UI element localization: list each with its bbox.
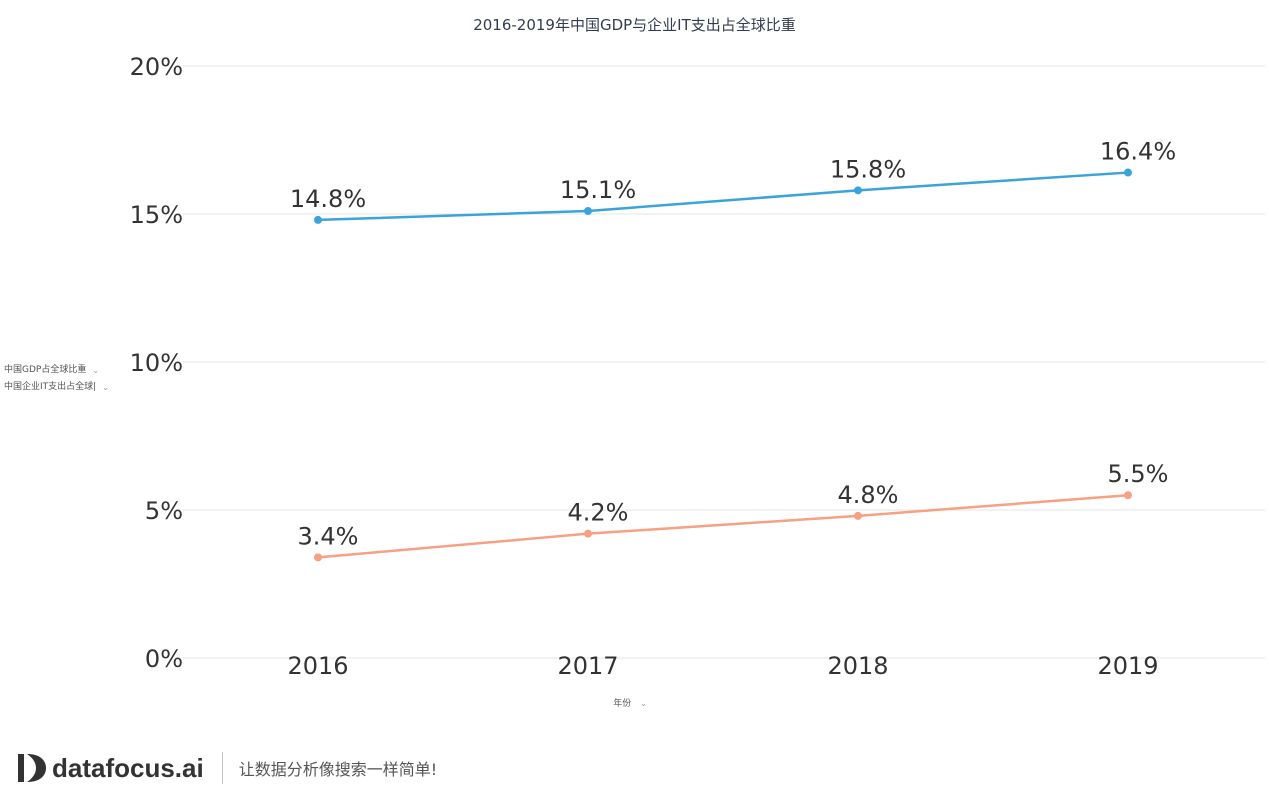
x-tick-label: 2016 <box>287 652 348 680</box>
data-point <box>314 215 322 224</box>
y-tick-label: 10% <box>130 349 183 377</box>
footer-divider <box>221 752 223 784</box>
data-point <box>854 186 862 195</box>
data-point <box>314 553 322 562</box>
chart-title: 2016-2019年中国GDP与企业IT支出占全球比重 <box>473 16 796 34</box>
data-point <box>584 529 592 538</box>
data-label: 16.4% <box>1100 138 1176 166</box>
legend-item-gdp[interactable]: 中国GDP占全球比重 ⌄ <box>4 362 109 379</box>
brand-name: datafocus.ai <box>52 752 204 783</box>
legend: 中国GDP占全球比重 ⌄ 中国企业IT支出占全球| ⌄ <box>4 362 109 396</box>
data-point <box>1124 491 1132 500</box>
data-label: 4.2% <box>568 499 629 527</box>
y-tick-label: 5% <box>145 497 183 525</box>
data-label: 14.8% <box>290 185 366 213</box>
legend-label-it: 中国企业IT支出占全球| <box>4 382 97 392</box>
series-line-2 <box>317 493 1129 559</box>
x-axis-title[interactable]: 年份 ⌄ <box>600 696 660 709</box>
y-tick-label: 0% <box>145 645 183 673</box>
x-tick-label: 2017 <box>557 652 618 680</box>
datafocus-logo-icon <box>18 754 46 782</box>
slogan: 让数据分析像搜索一样简单! <box>238 760 438 779</box>
data-point <box>584 207 592 216</box>
data-label: 4.8% <box>838 481 899 509</box>
chevron-down-icon[interactable]: ⌄ <box>640 699 647 708</box>
x-tick-label: 2019 <box>1097 652 1158 680</box>
y-tick-label: 15% <box>130 201 183 229</box>
legend-label-gdp: 中国GDP占全球比重 <box>4 365 87 375</box>
data-label: 5.5% <box>1108 460 1169 488</box>
data-label: 15.8% <box>830 155 906 183</box>
data-point <box>854 511 862 520</box>
data-label: 15.1% <box>560 176 636 204</box>
data-label: 3.4% <box>298 522 359 550</box>
series-line-1 <box>317 171 1129 222</box>
x-axis-title-label: 年份 <box>613 699 632 709</box>
footer: datafocus.ai 让数据分析像搜索一样简单! <box>16 748 437 788</box>
chevron-down-icon[interactable]: ⌄ <box>102 383 109 392</box>
data-point <box>1124 168 1132 177</box>
x-tick-label: 2018 <box>827 652 888 680</box>
legend-item-it[interactable]: 中国企业IT支出占全球| ⌄ <box>4 379 109 396</box>
chevron-down-icon[interactable]: ⌄ <box>92 366 100 375</box>
y-tick-label: 20% <box>130 53 183 81</box>
